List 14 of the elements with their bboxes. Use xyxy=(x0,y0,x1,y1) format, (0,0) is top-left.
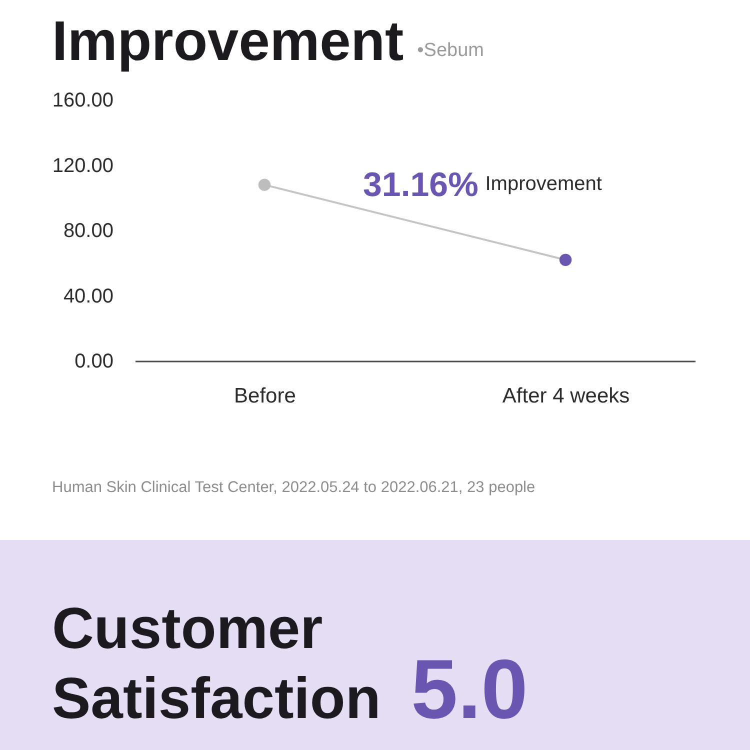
annotation: 31.16% xyxy=(363,166,478,204)
chart-subtitle: •Sebum xyxy=(417,40,484,61)
y-tick-label: 120.00 xyxy=(52,154,114,177)
x-tick-label: After 4 weeks xyxy=(502,384,630,408)
y-tick-label: 160.00 xyxy=(52,90,114,112)
y-tick-label: 0.00 xyxy=(74,350,114,372)
chart-title: Improvement xyxy=(52,9,404,72)
y-tick-label: 80.00 xyxy=(63,220,114,242)
x-tick-label: Before xyxy=(234,384,296,408)
text: Human Skin Clinical Test Center, 2022.05.24 to 2022.06.21, 23 people xyxy=(52,479,536,496)
y-tick-label: 40.00 xyxy=(63,285,114,308)
text: Customer Satisfaction xyxy=(52,596,381,731)
text: 5.0 xyxy=(411,642,528,736)
annotation: Improvement xyxy=(485,173,602,195)
